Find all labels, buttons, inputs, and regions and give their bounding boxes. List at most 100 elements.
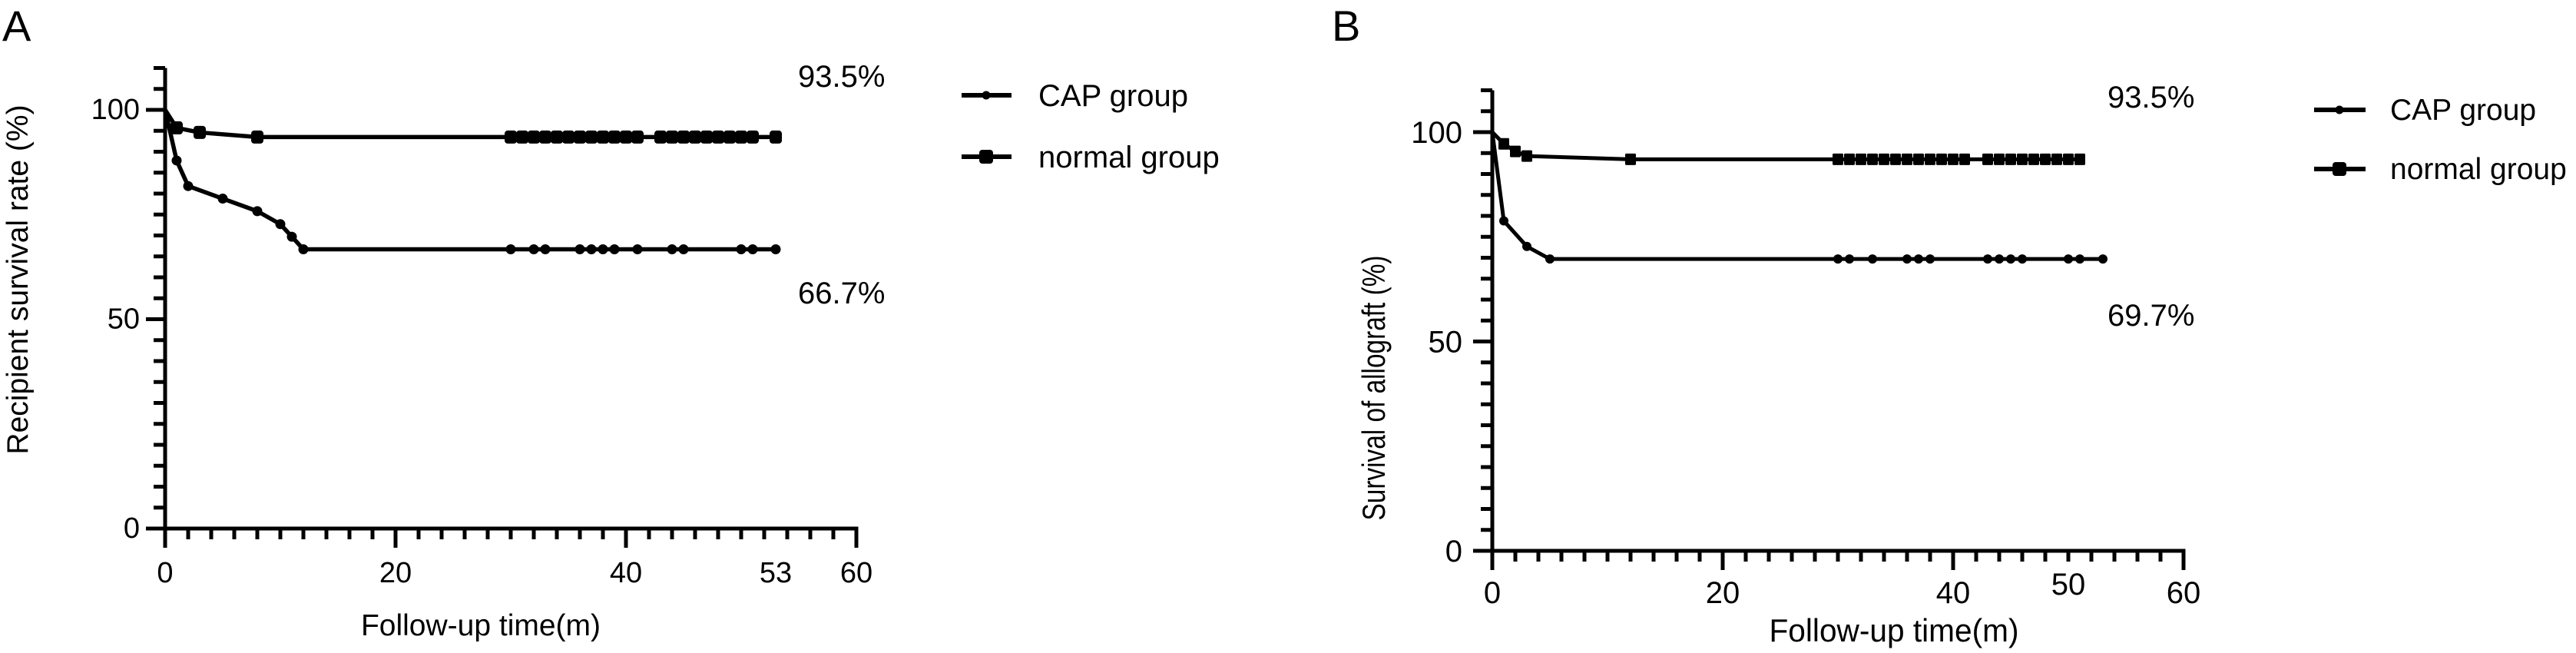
cap-group-event-marker xyxy=(275,219,286,230)
cap-group-censor-marker xyxy=(2006,254,2015,264)
legend-item-cap-group: CAP group xyxy=(962,79,1188,113)
normal-group-censor-marker xyxy=(2005,153,2016,165)
normal-group-censor-marker xyxy=(1925,153,1935,165)
cap-group-censor-marker xyxy=(2075,254,2084,264)
x-tick-label: 53 xyxy=(760,557,792,589)
normal-group-censor-marker xyxy=(689,130,701,144)
panel-a-normal-group-final-rate: 93.5% xyxy=(798,60,885,94)
normal-group-censor-marker xyxy=(2017,153,2028,165)
normal-group-censor-marker xyxy=(654,130,667,144)
normal-group-censor-marker xyxy=(1844,153,1855,165)
cap-group-censor-marker xyxy=(586,244,597,254)
normal-group-censor-marker xyxy=(1833,153,1843,165)
cap-group-event-marker xyxy=(286,231,297,242)
cap-group-censor-marker xyxy=(1902,254,1912,264)
normal-group-censor-marker xyxy=(562,130,574,144)
cap-group-censor-marker xyxy=(1914,254,1923,264)
normal-group-censor-marker xyxy=(585,130,598,144)
panel-b-legend: CAP group normal group xyxy=(2314,94,2567,186)
legend-square-marker-icon xyxy=(2333,162,2346,176)
normal-group-censor-marker xyxy=(597,130,609,144)
cap-group-event-marker xyxy=(171,155,182,166)
normal-group-censor-marker xyxy=(631,130,644,144)
cap-group-event-marker xyxy=(217,194,228,204)
normal-group-censor-marker xyxy=(2040,153,2051,165)
cap-group-censor-marker xyxy=(2098,254,2107,264)
normal-group-censor-marker xyxy=(516,130,528,144)
x-tick-label: 20 xyxy=(1706,576,1740,610)
normal-group-event-marker xyxy=(1521,150,1532,162)
cap-group-event-marker xyxy=(1522,241,1531,251)
y-tick-label: 50 xyxy=(108,303,140,336)
panel-a-legend: CAP group normal group xyxy=(962,79,1220,174)
y-tick-label: 100 xyxy=(91,94,140,126)
normal-group-censor-marker xyxy=(712,130,724,144)
x-tick-label: 20 xyxy=(379,557,412,589)
axes: 0 20 40 50 60 0 50 100 xyxy=(1411,88,2200,610)
y-tick-label: 0 xyxy=(1445,535,1462,568)
normal-group-censor-marker xyxy=(2051,153,2062,165)
cap-group-censor-marker xyxy=(2018,254,2027,264)
cap-group-event-marker xyxy=(1545,254,1555,264)
legend-square-marker-icon xyxy=(979,150,993,164)
normal-group-censor-marker xyxy=(528,130,540,144)
y-tick-label: 0 xyxy=(124,512,140,545)
x-tick-label: 50 xyxy=(2051,568,2086,602)
x-tick-label: 40 xyxy=(610,557,642,589)
legend-item-normal-group: normal group xyxy=(2314,153,2567,186)
normal-group-event-marker xyxy=(171,121,183,134)
normal-group-censor-marker xyxy=(1948,153,1958,165)
normal-group-censor-marker xyxy=(666,130,678,144)
panel-a-y-axis-title: Recipient survival rate (%) xyxy=(2,104,35,454)
cap-group-censor-marker xyxy=(1833,254,1843,264)
legend-item-cap-group: CAP group xyxy=(2314,94,2536,127)
panel-b-x-axis-title: Follow-up time(m) xyxy=(1770,612,2019,648)
axes: 0 20 40 53 60 0 50 100 xyxy=(91,66,872,589)
cap-group-event-marker xyxy=(298,244,309,254)
cap-group-censor-marker xyxy=(678,244,689,254)
panel-a-cap-group-final-rate: 66.7% xyxy=(798,277,885,310)
x-tick-label: 40 xyxy=(1936,576,1971,610)
normal-group-censor-marker xyxy=(1856,153,1866,165)
cap-group-censor-marker xyxy=(1983,254,1992,264)
normal-group-censor-marker xyxy=(2074,153,2085,165)
legend-label-normal-group: normal group xyxy=(1038,141,1220,174)
cap-group-censor-marker xyxy=(632,244,643,254)
normal-group-series xyxy=(1490,130,2085,165)
normal-group-censor-marker xyxy=(1936,153,1947,165)
cap-group-event-marker xyxy=(252,206,263,217)
normal-group-event-marker xyxy=(251,130,263,144)
cap-group-censor-marker xyxy=(609,244,620,254)
panel-a-plot-area: 0 20 40 53 60 0 50 100 xyxy=(91,66,872,589)
normal-group-censor-marker xyxy=(747,130,759,144)
cap-group-series xyxy=(1490,130,2107,264)
cap-group-censor-marker xyxy=(2064,254,2073,264)
cap-group-censor-marker xyxy=(574,244,585,254)
normal-group-censor-marker xyxy=(1959,153,1970,165)
cap-group-series xyxy=(163,108,781,254)
cap-group-censor-marker xyxy=(747,244,758,254)
normal-group-censor-marker xyxy=(620,130,632,144)
legend-label-cap-group: CAP group xyxy=(1038,79,1188,113)
normal-group-censor-marker xyxy=(1913,153,1924,165)
normal-group-censor-marker xyxy=(2028,153,2039,165)
legend-item-normal-group: normal group xyxy=(962,141,1220,174)
panel-b-y-axis-title: Survival of allograft (%) xyxy=(1356,256,1392,521)
normal-group-censor-marker xyxy=(1994,153,2005,165)
legend-circle-marker-icon xyxy=(2335,105,2344,114)
panel-b-plot-area: 0 20 40 50 60 0 50 100 xyxy=(1411,88,2200,610)
cap-group-censor-marker xyxy=(505,244,516,254)
panel-a-label: A xyxy=(2,2,31,50)
cap-group-censor-marker xyxy=(1995,254,2004,264)
cap-group-censor-marker xyxy=(540,244,551,254)
normal-group-censor-marker xyxy=(505,130,517,144)
normal-group-censor-marker xyxy=(700,130,713,144)
cap-group-censor-marker xyxy=(1845,254,1854,264)
normal-group-event-marker xyxy=(1510,145,1521,157)
legend-label-cap-group: CAP group xyxy=(2390,94,2536,127)
panel-b-cap-group-final-rate: 69.7% xyxy=(2107,299,2194,333)
legend-circle-marker-icon xyxy=(982,91,991,100)
normal-group-censor-marker xyxy=(677,130,690,144)
panel-b-label: B xyxy=(1332,2,1360,50)
